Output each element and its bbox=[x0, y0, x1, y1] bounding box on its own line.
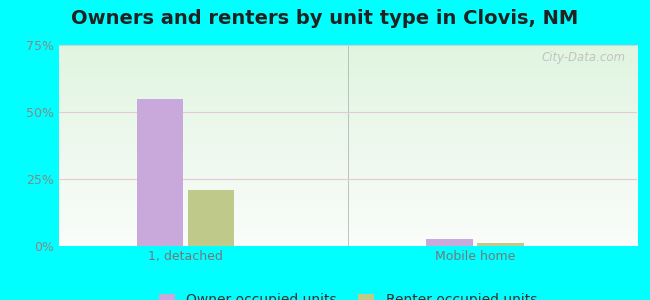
Bar bbox=[426, 239, 473, 246]
Text: City-Data.com: City-Data.com bbox=[541, 51, 625, 64]
Bar bbox=[137, 99, 183, 246]
Bar bbox=[477, 243, 524, 246]
Text: Owners and renters by unit type in Clovis, NM: Owners and renters by unit type in Clovi… bbox=[72, 9, 578, 28]
Bar bbox=[188, 190, 235, 246]
Legend: Owner occupied units, Renter occupied units: Owner occupied units, Renter occupied un… bbox=[159, 293, 537, 300]
